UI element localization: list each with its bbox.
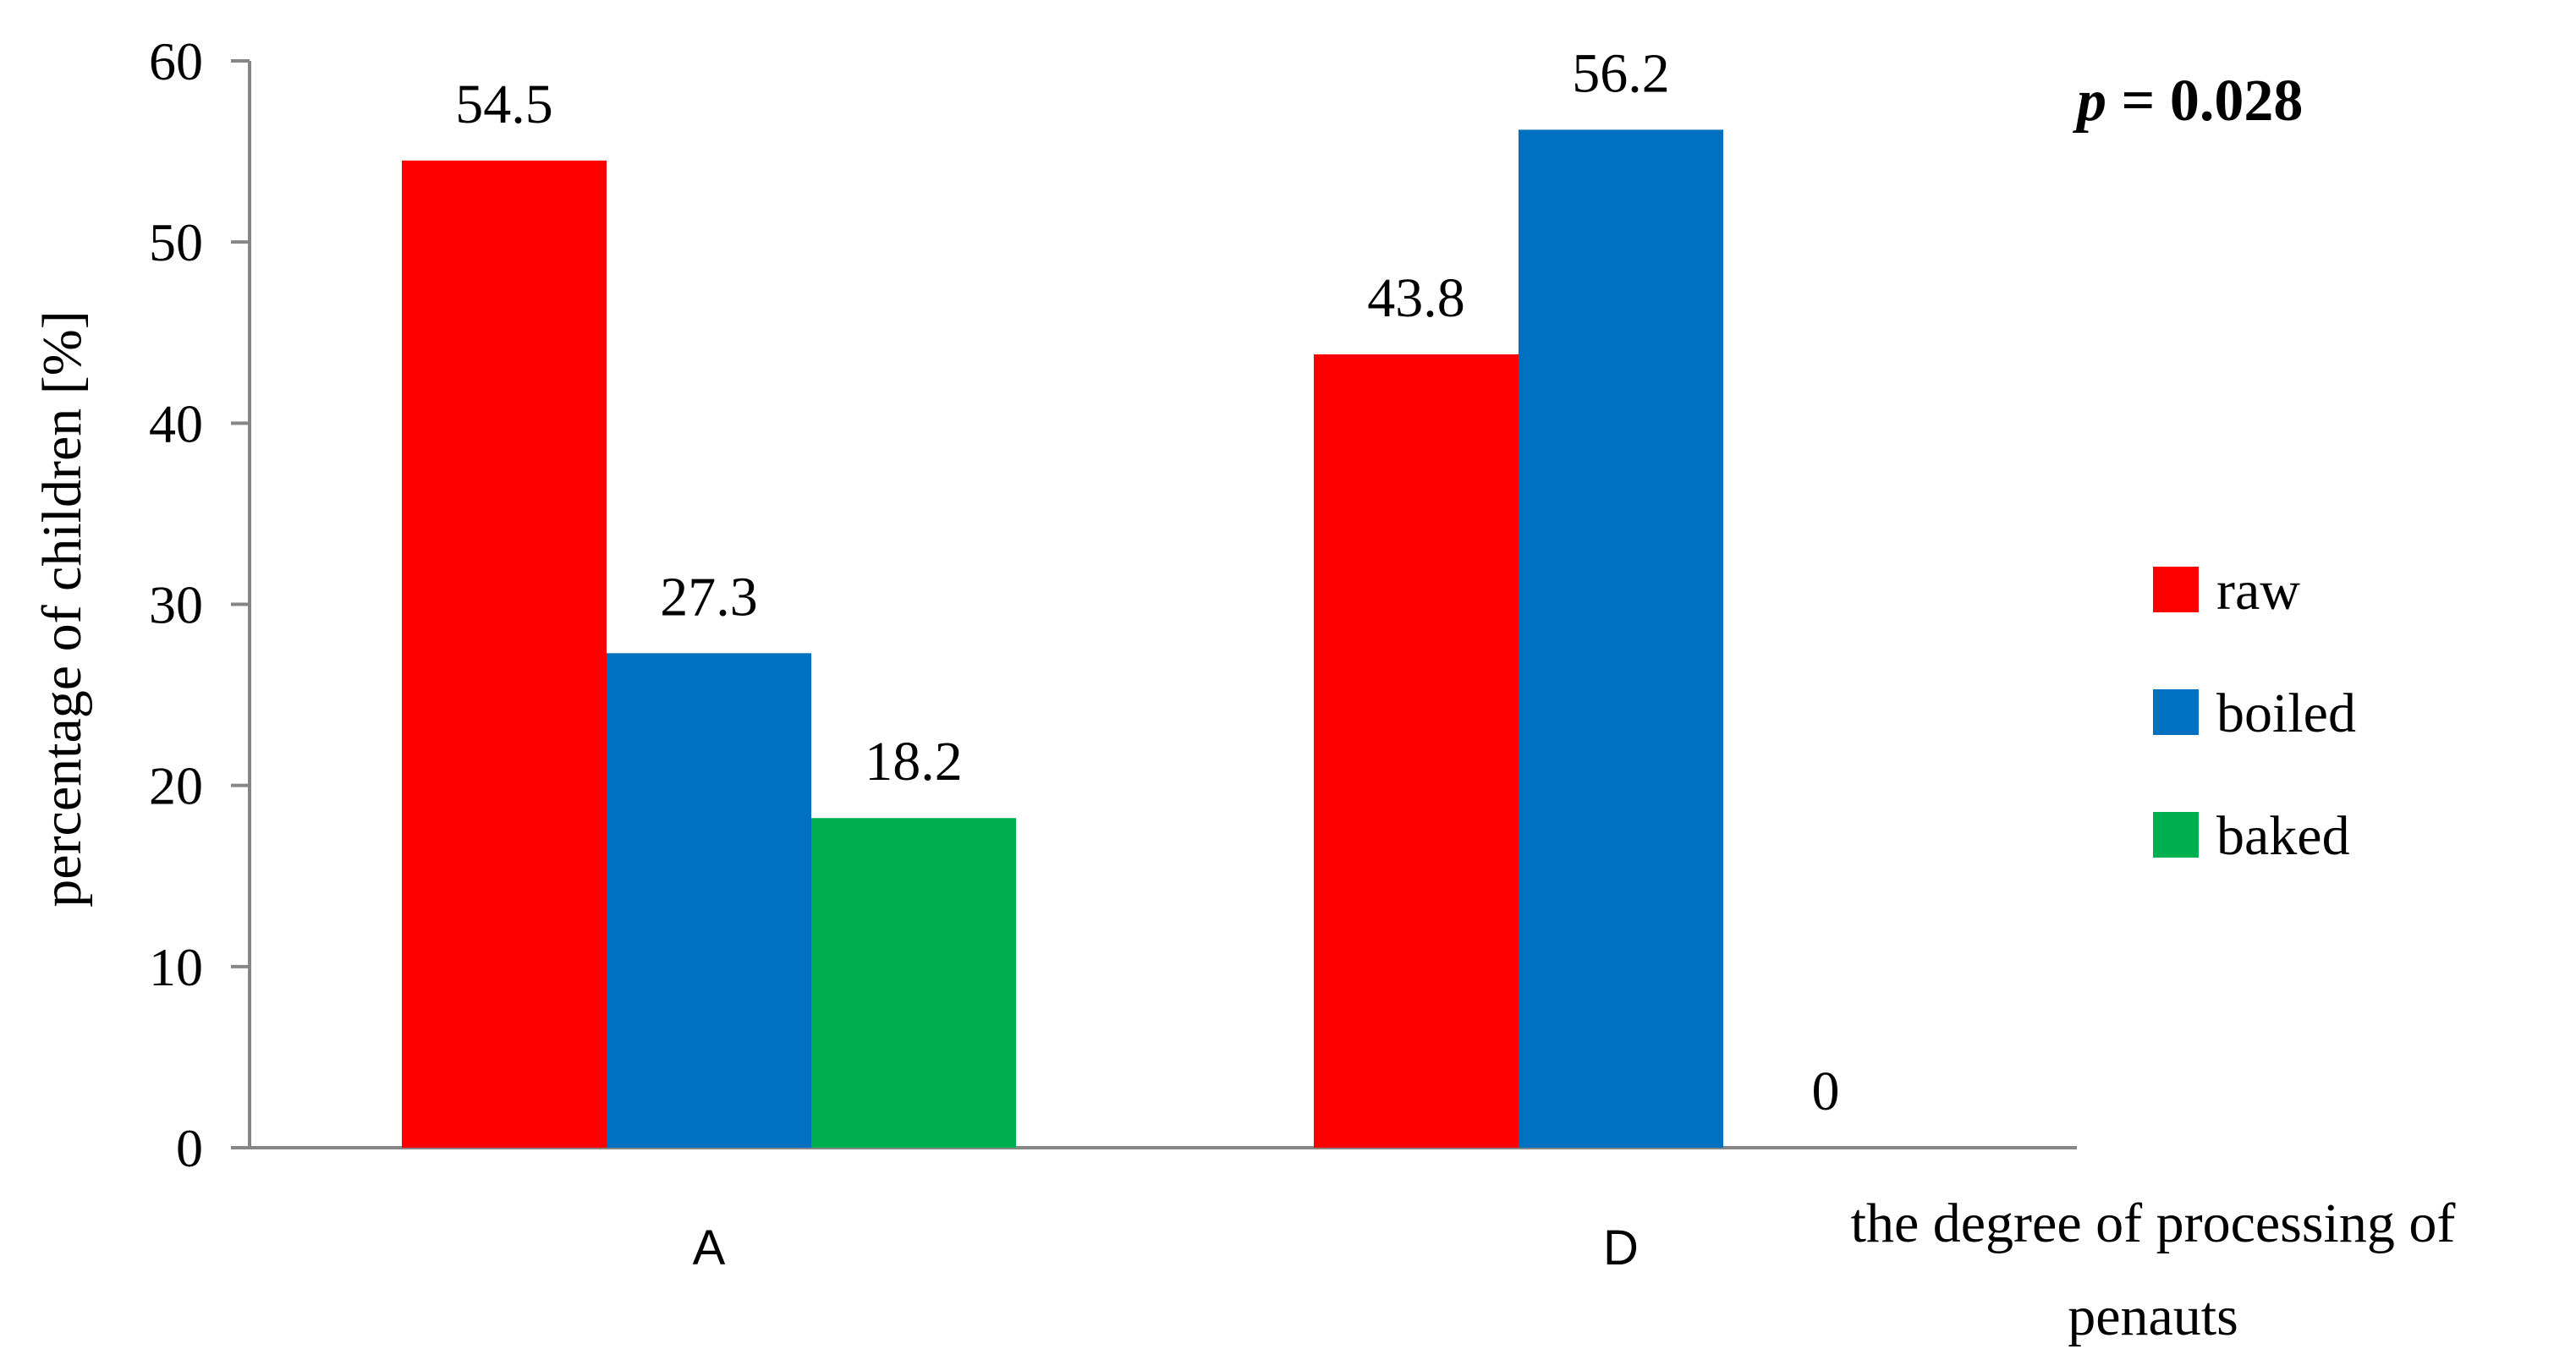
y-tick-label: 0 xyxy=(176,1118,203,1178)
bar-baked-A xyxy=(811,818,1016,1148)
y-tick-label: 20 xyxy=(149,756,203,816)
data-label-raw-A: 54.5 xyxy=(455,74,553,135)
x-axis-title-line1: the degree of processing of xyxy=(1851,1193,2456,1254)
y-tick-label: 30 xyxy=(149,575,203,635)
y-axis-ticks: 0 10 20 30 40 50 60 xyxy=(149,31,250,1178)
y-tick-label: 60 xyxy=(149,31,203,91)
y-tick-label: 40 xyxy=(149,393,203,453)
legend-label-raw: raw xyxy=(2216,560,2300,622)
y-axis-title: percentage of children [%] xyxy=(31,310,93,907)
bars-group xyxy=(402,129,1723,1149)
legend-label-baked: baked xyxy=(2216,805,2350,867)
bar-raw-A xyxy=(402,160,607,1149)
bar-boiled-A xyxy=(607,653,811,1148)
legend-label-boiled: boiled xyxy=(2216,683,2356,744)
data-label-baked-D: 0 xyxy=(1812,1061,1840,1122)
data-label-boiled-D: 56.2 xyxy=(1572,42,1670,104)
legend-swatch-boiled xyxy=(2153,689,2199,735)
p-value-annotation: p = 0.028 xyxy=(2073,69,2303,134)
y-tick-label: 50 xyxy=(149,212,203,272)
category-label-D: D xyxy=(1603,1220,1639,1275)
p-value: = 0.028 xyxy=(2106,69,2303,134)
bar-boiled-D xyxy=(1519,129,1723,1149)
p-symbol: p xyxy=(2073,69,2106,134)
legend: raw boiled baked xyxy=(2153,560,2356,867)
bar-raw-D xyxy=(1314,354,1519,1148)
data-label-baked-A: 18.2 xyxy=(865,731,963,792)
data-label-boiled-A: 27.3 xyxy=(660,566,758,628)
legend-swatch-raw xyxy=(2153,567,2199,612)
data-label-raw-D: 43.8 xyxy=(1367,267,1465,329)
legend-swatch-baked xyxy=(2153,812,2199,858)
y-tick-label: 10 xyxy=(149,937,203,997)
data-labels-group: 54.5 27.3 18.2 43.8 56.2 0 xyxy=(455,42,1839,1122)
category-label-A: A xyxy=(693,1220,726,1275)
x-axis-title-line2: penauts xyxy=(2068,1286,2238,1347)
